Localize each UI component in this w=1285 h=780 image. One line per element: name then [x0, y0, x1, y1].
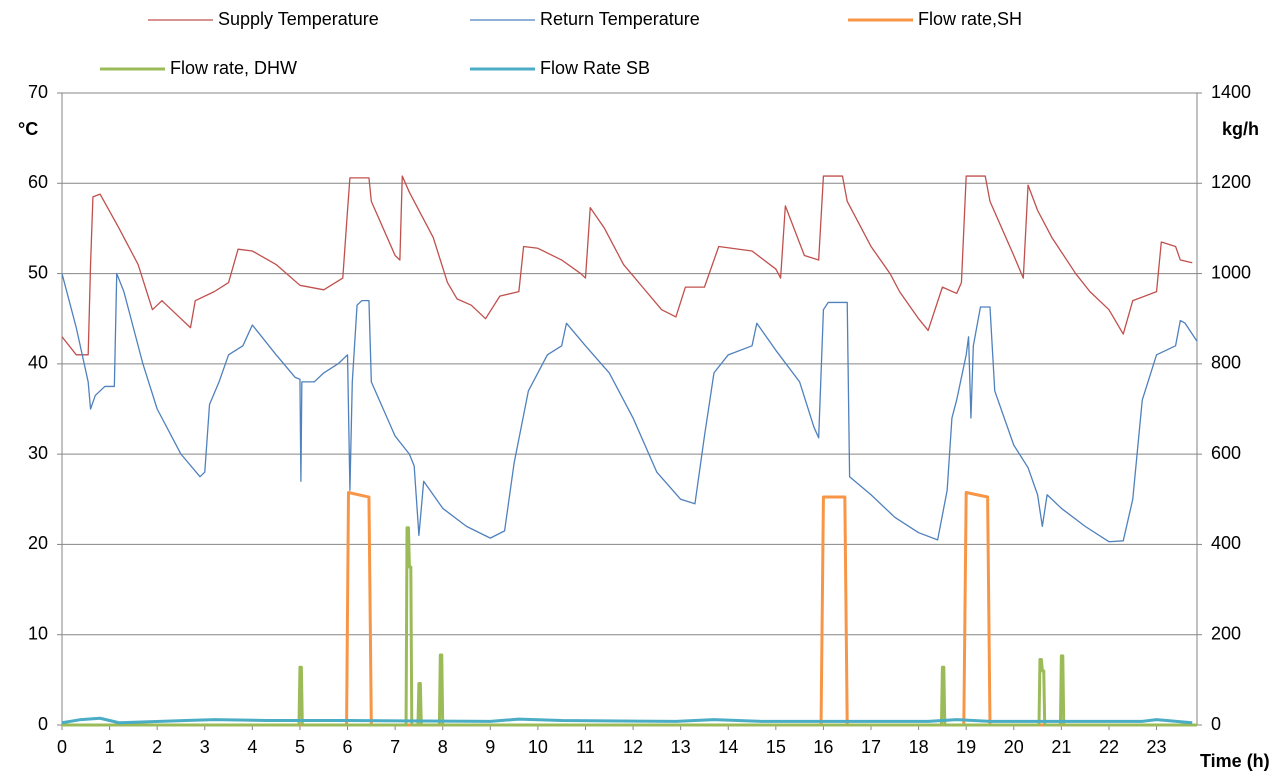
x-tick-label: 19	[956, 737, 976, 757]
x-axis-label: Time (h)	[1200, 751, 1270, 771]
y-tick-label: 10	[28, 623, 48, 643]
legend-label: Flow Rate SB	[540, 58, 650, 78]
y2-tick-label: 1200	[1211, 172, 1251, 192]
series-line	[61, 272, 1198, 543]
x-tick-label: 17	[861, 737, 881, 757]
legend-label: Flow rate, DHW	[170, 58, 297, 78]
x-tick-label: 22	[1099, 737, 1119, 757]
x-tick-label: 3	[200, 737, 210, 757]
y2-tick-label: 0	[1211, 714, 1221, 734]
x-tick-label: 5	[295, 737, 305, 757]
x-tick-label: 21	[1051, 737, 1071, 757]
y-axis-label: °C	[18, 119, 38, 139]
y-tick-label: 50	[28, 262, 48, 282]
legend-label: Flow rate,SH	[918, 9, 1022, 29]
x-tick-label: 8	[438, 737, 448, 757]
x-tick-label: 23	[1147, 737, 1167, 757]
y2-tick-label: 1000	[1211, 262, 1251, 282]
x-tick-label: 0	[57, 737, 67, 757]
legend-label: Return Temperature	[540, 9, 700, 29]
y2-tick-label: 400	[1211, 533, 1241, 553]
x-tick-label: 18	[909, 737, 929, 757]
series-line	[61, 175, 1193, 356]
series-line	[61, 716, 1193, 725]
x-tick-label: 14	[718, 737, 738, 757]
series-line	[62, 491, 1197, 727]
legend-label: Supply Temperature	[218, 9, 379, 29]
y2-tick-label: 800	[1211, 353, 1241, 373]
y-tick-label: 60	[28, 172, 48, 192]
x-tick-label: 10	[528, 737, 548, 757]
y-tick-label: 0	[38, 714, 48, 734]
x-tick-label: 1	[105, 737, 115, 757]
y-tick-label: 70	[28, 82, 48, 102]
x-tick-label: 13	[671, 737, 691, 757]
y2-tick-label: 600	[1211, 443, 1241, 463]
x-tick-label: 9	[485, 737, 495, 757]
x-tick-label: 4	[247, 737, 257, 757]
x-tick-label: 16	[813, 737, 833, 757]
y-tick-label: 40	[28, 353, 48, 373]
x-tick-label: 20	[1004, 737, 1024, 757]
x-tick-label: 2	[152, 737, 162, 757]
x-tick-label: 7	[390, 737, 400, 757]
x-tick-label: 12	[623, 737, 643, 757]
x-tick-label: 6	[343, 737, 353, 757]
series-line	[62, 526, 1197, 727]
x-tick-label: 15	[766, 737, 786, 757]
y2-tick-label: 1400	[1211, 82, 1251, 102]
y-tick-label: 20	[28, 533, 48, 553]
x-tick-label: 11	[576, 737, 595, 757]
y-tick-label: 30	[28, 443, 48, 463]
y2-tick-label: 200	[1211, 623, 1241, 643]
y2-axis-label: kg/h	[1222, 119, 1259, 139]
